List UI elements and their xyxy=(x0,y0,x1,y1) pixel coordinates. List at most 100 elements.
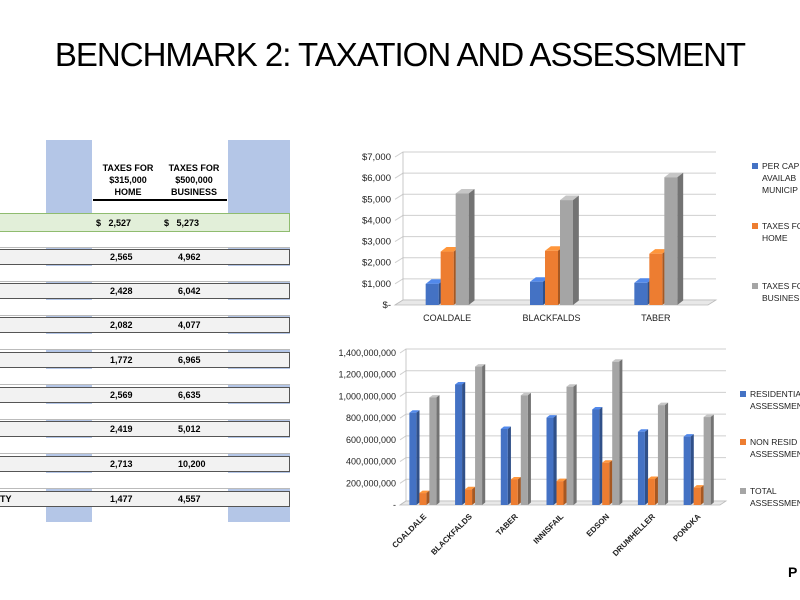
bar xyxy=(545,250,558,305)
y-tick-label: - xyxy=(393,500,396,510)
legend-swatch-orange xyxy=(740,439,746,445)
bar-top xyxy=(602,460,613,463)
cell-home: 2,082 xyxy=(110,320,133,330)
legend-swatch-orange xyxy=(752,223,758,229)
table-row: 2,419 5,012 xyxy=(0,421,290,437)
bar-side xyxy=(690,434,694,505)
legend-label: RESIDENTIA ASSESSMEN xyxy=(750,389,800,411)
bar-side xyxy=(700,485,704,505)
bar-top xyxy=(475,364,486,367)
bar xyxy=(465,489,473,505)
cell-home: 2,419 xyxy=(110,424,133,434)
gridline xyxy=(394,151,716,158)
top-chart-legend: PER CAPI AVAILAB MUNICIP TAXES FO HOME T… xyxy=(752,160,800,310)
table-row-spacer xyxy=(0,404,290,420)
bar-side xyxy=(462,382,466,505)
table-row: TY 1,477 4,557 xyxy=(0,491,290,507)
bar-top xyxy=(419,490,430,494)
bar-top xyxy=(703,414,714,418)
table-row: 2,569 6,635 xyxy=(0,387,290,403)
bar xyxy=(429,397,437,505)
table-row: 2,428 6,042 xyxy=(0,283,290,299)
gridline xyxy=(399,435,726,441)
bar-top xyxy=(455,382,466,385)
legend-swatch-gray xyxy=(740,488,746,494)
bar-side xyxy=(677,172,684,305)
bar-side xyxy=(573,195,579,305)
legend-label: TAXES FO HOME xyxy=(762,221,800,243)
bar-side xyxy=(507,426,511,505)
bar-side xyxy=(426,490,430,505)
bar xyxy=(546,417,554,505)
y-tick-label: 1,200,000,000 xyxy=(338,370,396,380)
bar xyxy=(637,431,645,505)
bar xyxy=(560,200,573,305)
table-row-spacer xyxy=(0,438,290,454)
x-category-label: EDSON xyxy=(585,512,612,539)
bar-top xyxy=(545,246,564,251)
bar xyxy=(520,395,528,505)
x-category-label: COALDALE xyxy=(390,512,428,550)
y-tick-label: 1,400,000,000 xyxy=(338,348,396,358)
cell-business: 4,077 xyxy=(178,320,201,330)
bar xyxy=(419,493,427,505)
legend-swatch-blue xyxy=(740,391,746,397)
gridline xyxy=(399,370,726,376)
corner-text: P xyxy=(788,564,798,580)
header-underline xyxy=(93,199,227,201)
bar-side xyxy=(482,364,486,505)
tax-table: TAXES FOR $315,000 HOME TAXES FOR $500,0… xyxy=(0,140,292,522)
bar-top xyxy=(592,407,603,410)
gridline xyxy=(399,413,726,419)
bar-top xyxy=(683,434,694,437)
table-row: 2,565 4,962 xyxy=(0,249,290,265)
y-tick-label: $1,000 xyxy=(362,279,391,290)
table-row: 1,772 6,965 xyxy=(0,352,290,368)
bar xyxy=(612,361,620,505)
per-capita-taxes-chart: $- $1,000 $2,000 $3,000 $4,000 $5,000 $6,000 $7… xyxy=(362,151,718,323)
bar-side xyxy=(527,392,531,505)
bar xyxy=(592,409,600,505)
page-title: BENCHMARK 2: TAXATION AND ASSESSMENT xyxy=(54,36,746,73)
bar-side xyxy=(517,477,521,505)
y-tick-label: $4,000 xyxy=(362,215,391,226)
row-label: TY xyxy=(0,494,12,504)
bar-top xyxy=(657,402,669,406)
cell-business: 6,965 xyxy=(178,355,201,365)
bar xyxy=(566,386,574,505)
bar-side xyxy=(710,414,714,505)
bar-side xyxy=(644,429,649,505)
bar xyxy=(440,251,454,305)
legend-swatch-gray xyxy=(752,283,758,289)
bar-top xyxy=(647,476,659,479)
bar-top xyxy=(530,277,549,282)
x-category-label: INNISFAIL xyxy=(532,512,566,546)
bar-side xyxy=(609,460,613,505)
y-tick-label: 600,000,000 xyxy=(346,435,396,445)
x-category-label: TABER xyxy=(494,512,520,538)
y-tick-label: $5,000 xyxy=(362,194,391,205)
gridline xyxy=(399,457,726,462)
bar-side xyxy=(599,407,603,505)
table-row-spacer xyxy=(0,232,290,248)
bar xyxy=(664,177,678,305)
bar xyxy=(602,462,610,505)
bar xyxy=(649,253,663,305)
x-category-label: PONOKA xyxy=(671,512,702,543)
table-row-spacer xyxy=(0,369,290,385)
y-tick-label: $2,000 xyxy=(362,258,391,269)
cell-business: $ 5,273 xyxy=(164,218,200,228)
bar xyxy=(455,384,463,505)
bar-top xyxy=(634,278,654,283)
bar-top xyxy=(560,195,579,201)
bar-side xyxy=(664,402,669,505)
cell-home: 1,477 xyxy=(110,494,133,504)
cell-home: 2,565 xyxy=(110,252,133,262)
cell-business: 4,962 xyxy=(178,252,201,262)
cell-business: 6,042 xyxy=(178,286,201,296)
table-row-spacer xyxy=(0,334,290,350)
bar-side xyxy=(553,415,557,505)
bar-top xyxy=(429,395,440,398)
bar xyxy=(693,487,701,505)
x-category-label: COALDALE xyxy=(423,313,471,323)
